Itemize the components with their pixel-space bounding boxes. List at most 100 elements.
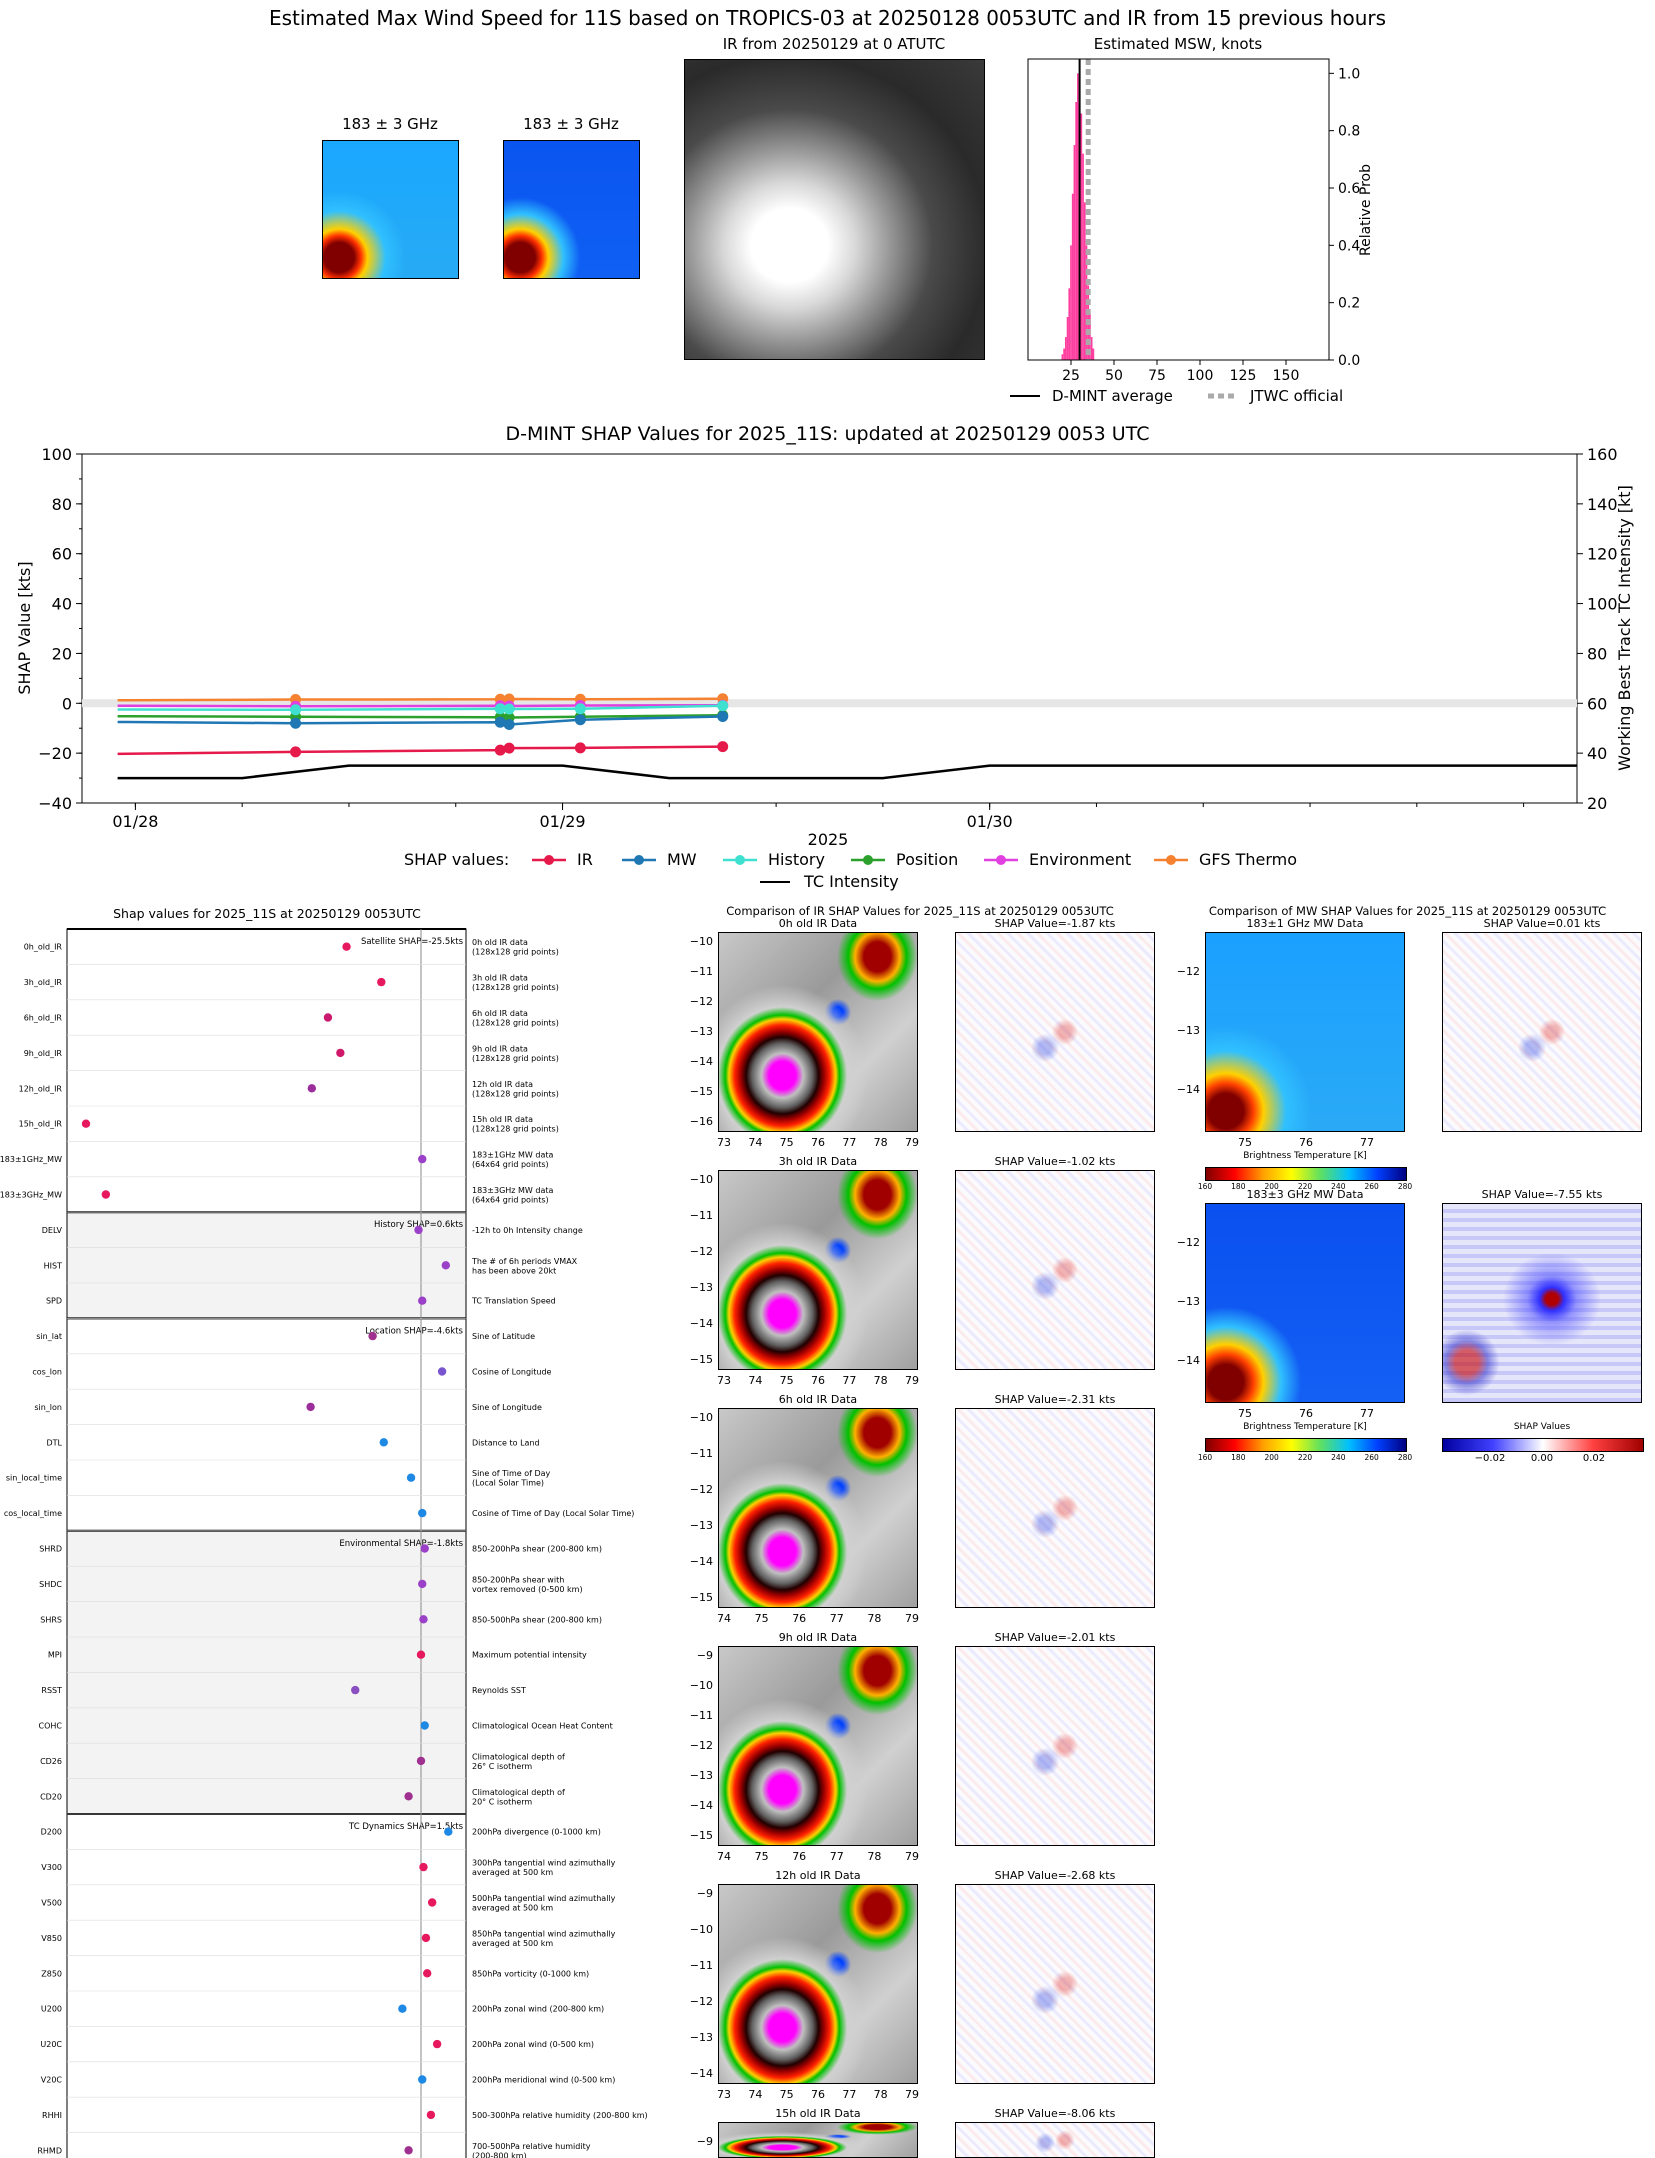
- ir-row-ytick-label: −10: [689, 1679, 713, 1692]
- shap-feature-name: 183±3GHz_MW: [0, 1191, 62, 1200]
- shap-feature-desc: 500-300hPa relative humidity (200-800 km…: [472, 2111, 648, 2120]
- ir-row-xtick-label: 77: [842, 1374, 857, 1387]
- shap-feature-point: [404, 2146, 413, 2155]
- timeline-ytick-label: −40: [38, 794, 72, 813]
- tc-intensity-line: [117, 764, 1577, 780]
- mw-cbar-tick-label: 200: [1264, 1453, 1279, 1462]
- shap-feature-point: [342, 942, 351, 951]
- ir-row-data-image: [718, 1408, 918, 1608]
- ir-row-xtick-label: 74: [748, 1136, 763, 1149]
- shap-feature-name: U20C: [40, 2040, 62, 2049]
- ir-row-xtick-label: 77: [842, 2088, 857, 2101]
- shap-series-line: [117, 704, 723, 708]
- shap-feature-desc: 183±1GHz MW data (64x64 grid points): [472, 1151, 553, 1170]
- legend-series-label: IR: [577, 850, 593, 869]
- timeline-ytick-label: −20: [38, 744, 72, 763]
- msw-xtick-label: 150: [1273, 368, 1300, 384]
- ir-row-xtick-label: 79: [905, 1612, 919, 1625]
- timeline-chart: −40 −20 0 20 40 60 80 100 20 40 60 80 100 120 140 160 01…: [15, 445, 1634, 891]
- ir-row-data-image: [718, 2122, 918, 2158]
- timeline-ytick-label: 0: [62, 694, 72, 713]
- shap-feature-desc: Sine of Longitude: [472, 1403, 542, 1412]
- msw-frame: [1027, 58, 1330, 361]
- shap-feature-point: [416, 1756, 426, 1766]
- mw-cbar-tick-label: 280: [1397, 1182, 1413, 1191]
- shap-group-label: History SHAP=0.6kts: [374, 1220, 464, 1230]
- mw-cbar-tick-label: 240: [1331, 1453, 1346, 1462]
- ir-compare-title: Comparison of IR SHAP Values for 2025_11…: [726, 904, 1114, 918]
- shap-group-label: Satellite SHAP=-25.5kts: [361, 937, 464, 947]
- msw-bar: [1066, 317, 1069, 360]
- mw-shap-cbar-label: SHAP Values: [1513, 1422, 1571, 1432]
- shap-feature-name: 9h_old_IR: [24, 1049, 63, 1058]
- ir-row-xtick-label: 76: [811, 1136, 825, 1149]
- ir-row-xtick-label: 74: [717, 1612, 731, 1625]
- ir-row-ytick-label: −13: [689, 1281, 713, 1294]
- mw-thumb-1-title: 183 ± 3 GHz: [342, 115, 438, 133]
- shap-feature-desc: 300hPa tangential wind azimuthally averag…: [472, 1859, 616, 1878]
- timeline-ytick-label: 20: [52, 644, 72, 663]
- shap-feature-point: [423, 1969, 432, 1978]
- mw-cbar: [1205, 1438, 1407, 1452]
- msw-bar: [1073, 145, 1076, 360]
- mw-row-ytick-label: −13: [1176, 1024, 1200, 1037]
- ir-row-xtick-label: 73: [717, 1136, 731, 1149]
- mw-shap-cbar-tick-label: −0.02: [1474, 1453, 1506, 1464]
- ir-row-xtick-label: 76: [811, 2088, 825, 2101]
- shap-feature-desc: 200hPa zonal wind (200-800 km): [472, 2005, 604, 2014]
- ir-row-xtick-label: 73: [717, 2088, 731, 2101]
- ir-top-image: [684, 59, 985, 360]
- msw-bar: [1089, 314, 1091, 360]
- ir-row-xtick-label: 74: [748, 1374, 763, 1387]
- ir-row-xtick-label: 75: [779, 1136, 794, 1149]
- ir-row-shap-title: SHAP Value=-2.01 kts: [994, 1631, 1116, 1644]
- msw-bar: [1092, 348, 1095, 360]
- ir-row-data-title: 6h old IR Data: [778, 1393, 858, 1406]
- mw-thumb-2-title: 183 ± 3 GHz: [523, 115, 619, 133]
- shap-series-point: [574, 703, 586, 715]
- timeline-ytick-right-label: 160: [1587, 445, 1618, 464]
- mw-thumb-2-image: [503, 140, 640, 279]
- shap-feature-name: RSST: [41, 1686, 62, 1695]
- legend-series-marker: [863, 855, 873, 865]
- mw-row-ytick-label: −13: [1176, 1295, 1200, 1308]
- ir-row-xtick-label: 76: [811, 1374, 825, 1387]
- legend-series-label: Position: [896, 850, 958, 869]
- shap-feature-desc: 200hPa divergence (0-1000 km): [472, 1828, 601, 1837]
- ir-row-xtick-label: 75: [754, 1612, 769, 1625]
- ir-row-ytick-label: −15: [689, 1591, 713, 1604]
- shap-feature-name: COHC: [39, 1722, 63, 1731]
- ir-row-ytick-label: −9: [696, 2135, 713, 2148]
- msw-ylabel: Relative Prob: [1358, 164, 1374, 256]
- ir-row-shap-image: [955, 1884, 1155, 2084]
- shap-feature-name: SHRS: [40, 1615, 62, 1624]
- shap-feature-point: [101, 1190, 111, 1199]
- timeline-ytick-label: 100: [41, 445, 72, 464]
- shap-feature-desc: 500hPa tangential wind azimuthally averag…: [472, 1894, 616, 1913]
- mw-shap-cbar-tick-label: 0.00: [1530, 1453, 1554, 1464]
- mw-shap-cbar: [1442, 1438, 1644, 1452]
- ir-row-xtick-label: 74: [717, 1850, 731, 1863]
- shap-feature-point: [418, 1296, 427, 1305]
- timeline-legend-prefix: SHAP values:: [404, 850, 509, 869]
- timeline-ytick-right-label: 20: [1587, 794, 1607, 813]
- shap-feature-name: 6h_old_IR: [24, 1014, 63, 1023]
- shap-feature-desc: 700-500hPa relative humidity (200-800 km): [472, 2142, 591, 2158]
- ir-row-data-title: 15h old IR Data: [775, 2107, 861, 2120]
- ir-row-ytick-label: −10: [689, 1923, 713, 1936]
- page-title: Estimated Max Wind Speed for 11S based o…: [268, 6, 1387, 30]
- shap-feature-point: [406, 1473, 416, 1482]
- ir-row-ytick-label: −13: [689, 1025, 713, 1038]
- shap-feature-point: [81, 1119, 91, 1128]
- shap-feature-point: [306, 1402, 315, 1412]
- ir-row-xtick-label: 75: [779, 2088, 794, 2101]
- ir-row-ytick-label: −12: [689, 995, 713, 1008]
- shap-feature-point: [336, 1048, 345, 1058]
- mw-row-xtick-label: 75: [1238, 1407, 1252, 1420]
- shap-series-point: [503, 703, 515, 715]
- shap-feature-point: [421, 1933, 431, 1943]
- legend-series-marker: [634, 855, 644, 865]
- msw-bar: [1082, 153, 1084, 360]
- ir-row-xtick-label: 78: [873, 1136, 888, 1149]
- shap-feature-desc: The # of 6h periods VMAX has been above 2…: [471, 1257, 578, 1276]
